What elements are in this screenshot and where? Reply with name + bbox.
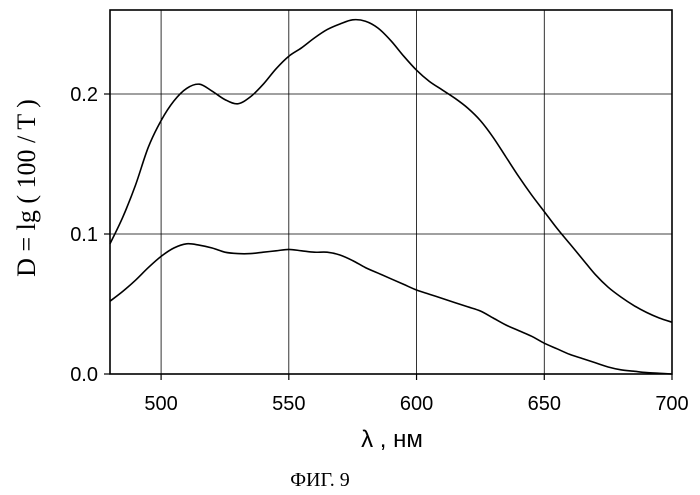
x-tick-label: 500 bbox=[144, 393, 177, 415]
x-axis-label: λ , нм bbox=[361, 426, 423, 453]
x-tick-label: 550 bbox=[272, 393, 305, 415]
x-tick-label: 700 bbox=[655, 393, 688, 415]
y-tick-label: 0.1 bbox=[70, 224, 98, 246]
x-tick-label: 600 bbox=[400, 393, 433, 415]
series-line-1 bbox=[110, 20, 672, 323]
y-tick-label: 0.2 bbox=[70, 84, 98, 106]
series-line-2 bbox=[110, 244, 672, 374]
tick-labels: 500 550 600 650 700 0.0 0.1 0.2 bbox=[70, 84, 689, 415]
y-tick-label: 0.0 bbox=[70, 364, 98, 386]
figure-caption: ФИГ. 9 bbox=[290, 469, 350, 491]
y-axis-label: D = lg ( 100 / T ) bbox=[12, 99, 41, 277]
plot-frame bbox=[110, 10, 672, 374]
series-group bbox=[110, 20, 672, 374]
grid bbox=[110, 10, 672, 374]
x-tick-label: 650 bbox=[528, 393, 561, 415]
